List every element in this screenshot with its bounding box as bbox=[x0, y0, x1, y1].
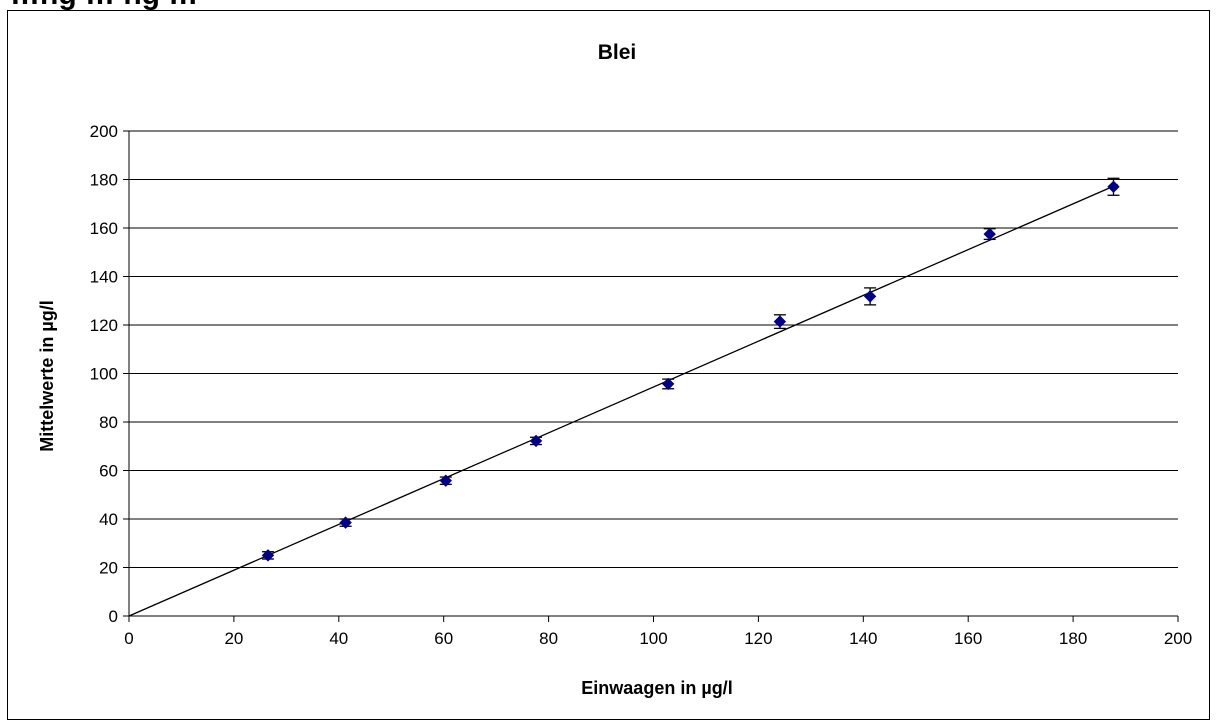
data-point bbox=[661, 377, 675, 391]
data-point bbox=[863, 290, 877, 303]
y-tick-label: 60 bbox=[99, 462, 118, 481]
data-point bbox=[261, 549, 275, 562]
x-tick-label: 140 bbox=[849, 629, 877, 648]
y-tick-label: 180 bbox=[90, 171, 118, 190]
x-axis-title: Einwaagen in µg/l bbox=[581, 678, 732, 698]
y-tick-label: 100 bbox=[90, 365, 118, 384]
data-point bbox=[439, 474, 453, 487]
data-point bbox=[1107, 180, 1120, 193]
data-point bbox=[773, 315, 787, 328]
chart-title: Blei bbox=[598, 41, 637, 64]
y-tick-label: 200 bbox=[90, 122, 118, 141]
x-tick-label: 20 bbox=[224, 629, 243, 648]
data-points bbox=[261, 177, 1120, 562]
x-tick-label: 60 bbox=[434, 629, 453, 648]
x-tick-label: 200 bbox=[1164, 629, 1192, 648]
x-tick-label: 180 bbox=[1059, 629, 1087, 648]
x-tick-label: 160 bbox=[954, 629, 982, 648]
y-tick-label: 160 bbox=[90, 219, 118, 238]
x-tick-label: 80 bbox=[539, 629, 558, 648]
data-point bbox=[529, 434, 543, 448]
scatter-chart: Blei 0 20 40 60 80 100 120 140 160 180 200 0 20 40 60 8… bbox=[37, 41, 1193, 698]
x-tick-label: 0 bbox=[124, 629, 133, 648]
data-point bbox=[983, 227, 996, 241]
page-title-fragment: …ng … ng … bbox=[10, 0, 198, 12]
x-tick-label: 100 bbox=[639, 629, 667, 648]
y-tick-label: 140 bbox=[90, 268, 118, 287]
y-tick-label: 80 bbox=[99, 413, 118, 432]
axes: 0 20 40 60 80 100 120 140 160 180 200 0 20 40 60 80 100 1… bbox=[90, 122, 1193, 648]
x-tick-label: 40 bbox=[329, 629, 348, 648]
trendline bbox=[128, 183, 1118, 617]
y-tick-label: 20 bbox=[99, 559, 118, 578]
y-tick-label: 0 bbox=[109, 607, 118, 626]
gridlines bbox=[129, 130, 1178, 568]
y-axis-title: Mittelwerte in µg/l bbox=[37, 300, 57, 451]
y-tick-label: 40 bbox=[99, 510, 118, 529]
trendline-segment bbox=[128, 183, 1118, 617]
chart-frame: Blei 0 20 40 60 80 100 120 140 160 180 200 0 20 40 60 8… bbox=[7, 10, 1210, 720]
x-tick-label: 120 bbox=[744, 629, 772, 648]
y-tick-label: 120 bbox=[90, 316, 118, 335]
data-point bbox=[339, 516, 352, 529]
